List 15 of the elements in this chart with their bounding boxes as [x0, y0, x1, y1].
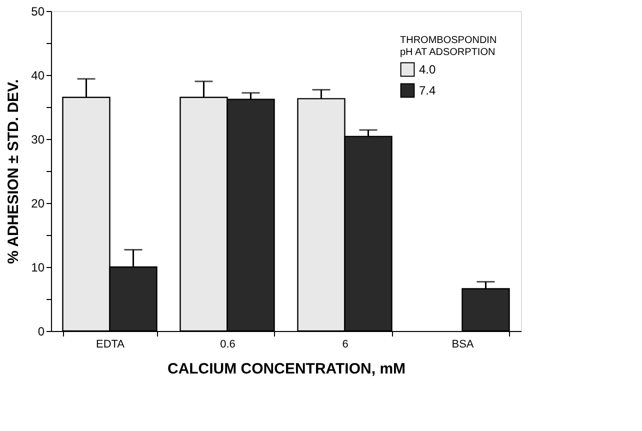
y-tick-label: 20 [31, 196, 45, 210]
legend-label: 7.4 [419, 84, 436, 98]
x-axis-title: CALCIUM CONCENTRATION, mM [167, 360, 406, 378]
legend-title: THROMBOSPONDIN pH AT ADSORPTION [400, 35, 497, 58]
y-axis-title: % ADHESION ± STD. DEV. [5, 79, 22, 264]
legend-label: 4.0 [419, 62, 436, 76]
y-tick-label: 50 [31, 4, 45, 18]
y-tick-label: 40 [31, 68, 45, 82]
y-tick-label: 0 [38, 324, 45, 338]
y-tick-label: 10 [31, 260, 45, 274]
x-tick-label: 0.6 [220, 338, 236, 350]
x-tick-label: 6 [342, 338, 348, 350]
x-tick-label: BSA [452, 338, 474, 350]
y-tick-label: 30 [31, 132, 45, 146]
x-tick-label: EDTA [96, 338, 126, 350]
